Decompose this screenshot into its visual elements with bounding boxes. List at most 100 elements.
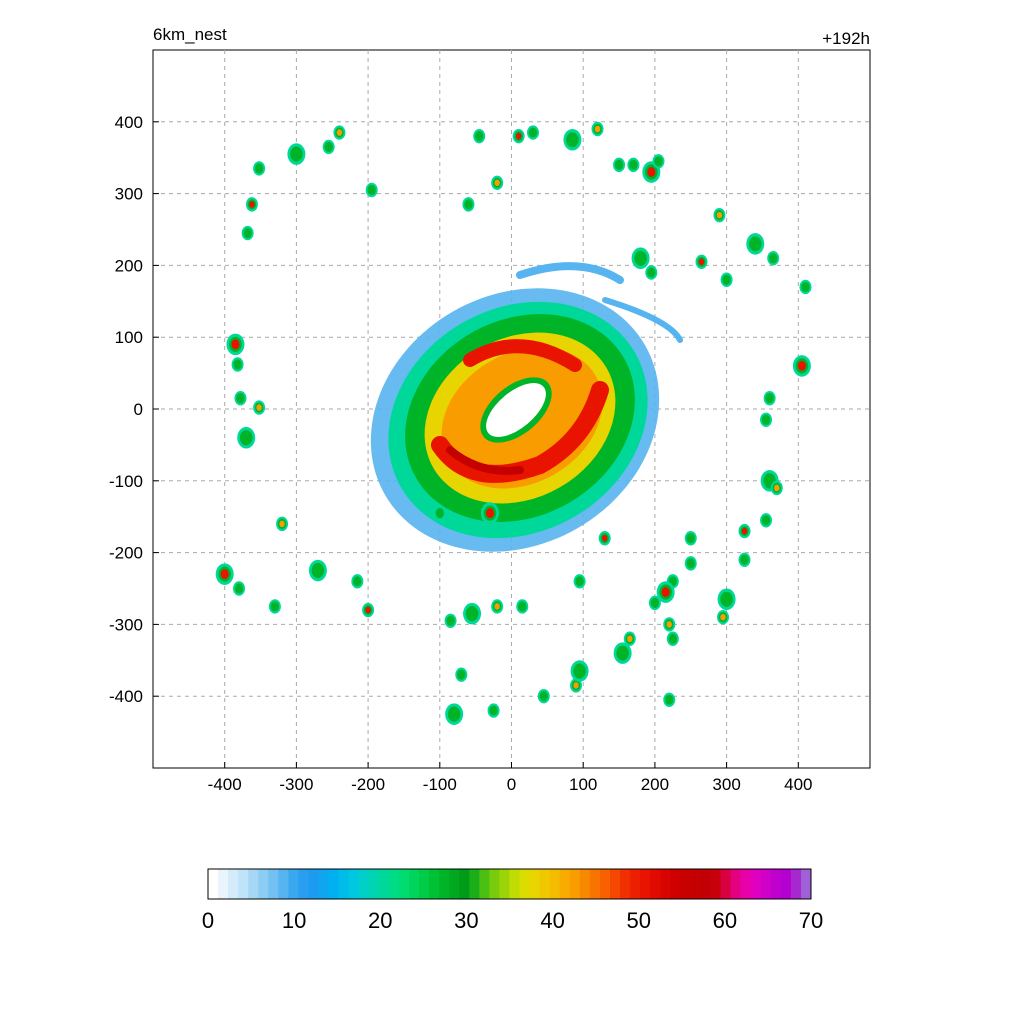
cell-mid [686,558,695,569]
cell-mid [765,393,774,404]
cell-core [797,360,806,371]
spiral-band-northeast [602,297,683,343]
convective-cell [623,631,636,646]
colorbar-swatch [529,869,541,899]
cell-mid [748,236,762,252]
colorbar-tick-label: 0 [202,908,214,933]
colorbar-swatch [660,869,671,899]
cell-mid [761,515,771,526]
cell-mid [539,691,548,702]
cell-core [336,129,343,136]
cell-mid [686,533,695,544]
convective-cell [268,599,281,614]
colorbar-swatch [559,869,571,899]
cell-core [602,534,608,542]
y-tick-label: 0 [134,400,143,419]
colorbar-swatch [439,869,450,899]
cell-mid [518,601,527,612]
convective-cell [591,121,604,137]
convective-cell [573,574,586,589]
colorbar-tick-label: 70 [799,908,823,933]
cell-mid [566,132,579,148]
cell-core [485,508,495,519]
colorbar-swatch [459,869,470,899]
cell-core [661,587,670,598]
cell-mid [311,562,325,579]
convective-cell [648,595,661,611]
cell-core [256,404,262,411]
cell-mid [254,163,264,174]
colorbar-swatch [218,869,229,899]
convective-cell [287,143,306,165]
convective-cell [231,357,244,372]
colorbar-swatch [419,869,430,899]
convective-cell [598,531,611,546]
convective-cell [351,574,364,589]
cell-mid [769,253,778,264]
convective-cell [746,233,765,255]
colorbar-swatch [499,869,510,899]
colorbar-swatch [409,869,420,899]
convective-cell [491,175,504,191]
convective-cell [463,602,482,625]
convective-cell [695,254,708,270]
cell-mid [489,705,498,716]
cell-core [594,125,601,133]
colorbar-swatch [640,869,651,899]
cell-core [647,167,656,178]
convective-cell [613,157,626,173]
convective-cell [491,599,504,614]
colorbar-swatch [680,869,691,899]
colorbar-swatch [700,869,711,899]
colorbar-frame [207,868,812,900]
cell-mid [243,227,252,239]
cell-mid [668,633,678,644]
convective-cell [527,125,540,140]
cell-mid [290,146,303,162]
colorbar-swatch [348,869,360,899]
y-tick-labels: 400 300 200 100 0 -100 -200 -300 -400 [109,113,159,706]
convective-cell [738,523,751,539]
convective-cell [480,502,499,524]
cell-core [741,527,748,535]
cell-mid [270,601,280,612]
colorbar-swatch [579,869,591,899]
cell-core [515,132,522,140]
cell-core [231,339,240,350]
convective-cell [487,703,500,718]
y-tick-label: 200 [115,256,143,275]
cell-mid [457,669,466,680]
convective-cell [445,703,464,725]
colorbar-swatch [479,869,490,899]
cell-mid [801,281,810,293]
convective-cell [516,599,529,614]
colorbar-swatch [378,869,390,899]
cell-mid [665,694,674,705]
cell-mid [324,141,333,153]
convective-cell [253,400,266,415]
convective-cell [645,265,658,280]
colorbar-swatch [620,869,631,899]
convective-cell [241,225,254,241]
eyewall-red-arc-north [463,339,582,372]
colorbar-swatch [760,869,772,899]
cell-core [720,613,726,621]
cell-core [698,258,705,266]
convective-cell [253,161,266,176]
x-tick-label: -400 [208,775,242,794]
convective-cell [333,125,346,140]
colorbar [208,869,812,899]
cell-core [494,179,500,187]
colorbar-swatch [398,869,410,899]
colorbar-swatch [278,869,289,899]
convective-cells [215,121,812,725]
cell-mid [464,199,473,210]
cell-mid [722,274,731,285]
colorbar-swatch [509,869,521,899]
cell-mid [435,508,444,519]
colorbar-swatch [228,869,239,899]
cell-mid [446,615,455,626]
x-tick-label: -300 [279,775,313,794]
cell-mid [475,131,484,142]
